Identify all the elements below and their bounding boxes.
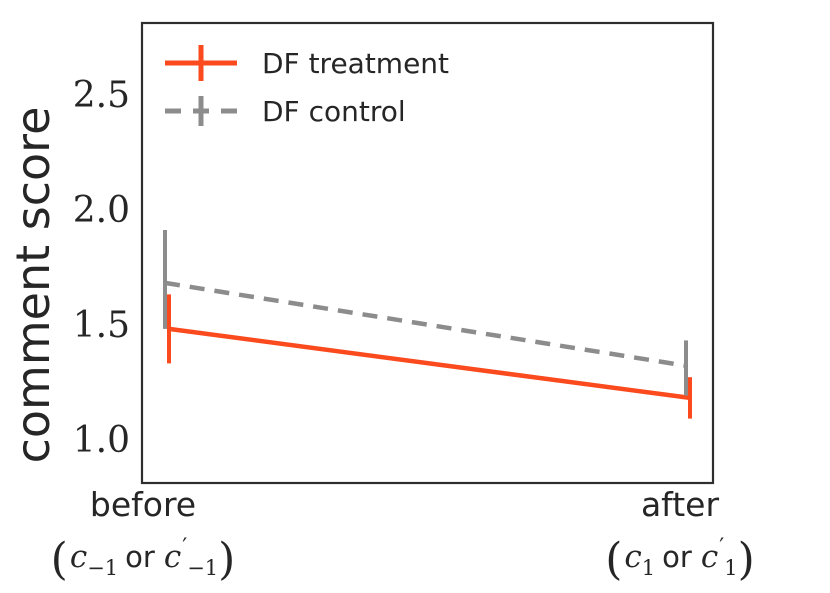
math-token: ′ — [182, 535, 188, 560]
legend: DF treatment DF control — [164, 40, 449, 134]
series-layer — [163, 230, 692, 419]
math-token: or — [662, 540, 692, 574]
x-tick-math: (c1 or c′1) — [510, 523, 830, 593]
math-token: ) — [737, 534, 755, 585]
legend-entry-treatment: DF treatment — [164, 40, 449, 86]
x-tick-label-before: before (c−1 or c′−1) — [0, 486, 313, 593]
legend-entry-control: DF control — [164, 88, 449, 134]
math-token: ) — [218, 534, 236, 585]
math-token: −1 — [187, 556, 219, 580]
y-tick-label: 1.5 — [72, 305, 130, 346]
x-tick-label-after: after (c1 or c′1) — [510, 486, 830, 593]
math-token: ′ — [719, 535, 725, 560]
x-tick-word: after — [640, 485, 720, 524]
legend-label: DF treatment — [262, 46, 450, 80]
x-tick-math: (c−1 or c′−1) — [0, 523, 313, 593]
legend-sample-solid-line — [165, 45, 237, 81]
math-token: c — [700, 539, 719, 575]
y-tick-label: 2.0 — [72, 190, 130, 231]
math-token: or — [125, 540, 155, 574]
y-axis-label: comment score — [6, 106, 60, 464]
legend-label: DF control — [262, 94, 406, 128]
math-token: −1 — [87, 556, 119, 580]
y-tick-label: 2.5 — [72, 75, 130, 116]
series-line-df-treatment — [168, 326, 691, 401]
math-token: ( — [50, 534, 68, 585]
math-token: 1 — [641, 556, 656, 580]
y-tick-label: 1.0 — [72, 420, 130, 461]
legend-sample-dashed-line — [165, 96, 237, 126]
x-tick-word: before — [89, 485, 197, 524]
math-token: c — [624, 539, 642, 575]
math-token: c — [69, 539, 88, 575]
plot-area-border — [140, 21, 715, 485]
math-token: c — [163, 539, 182, 575]
math-token: 1 — [724, 556, 738, 580]
series-line-df-control — [164, 280, 687, 368]
math-token: ( — [605, 534, 623, 585]
